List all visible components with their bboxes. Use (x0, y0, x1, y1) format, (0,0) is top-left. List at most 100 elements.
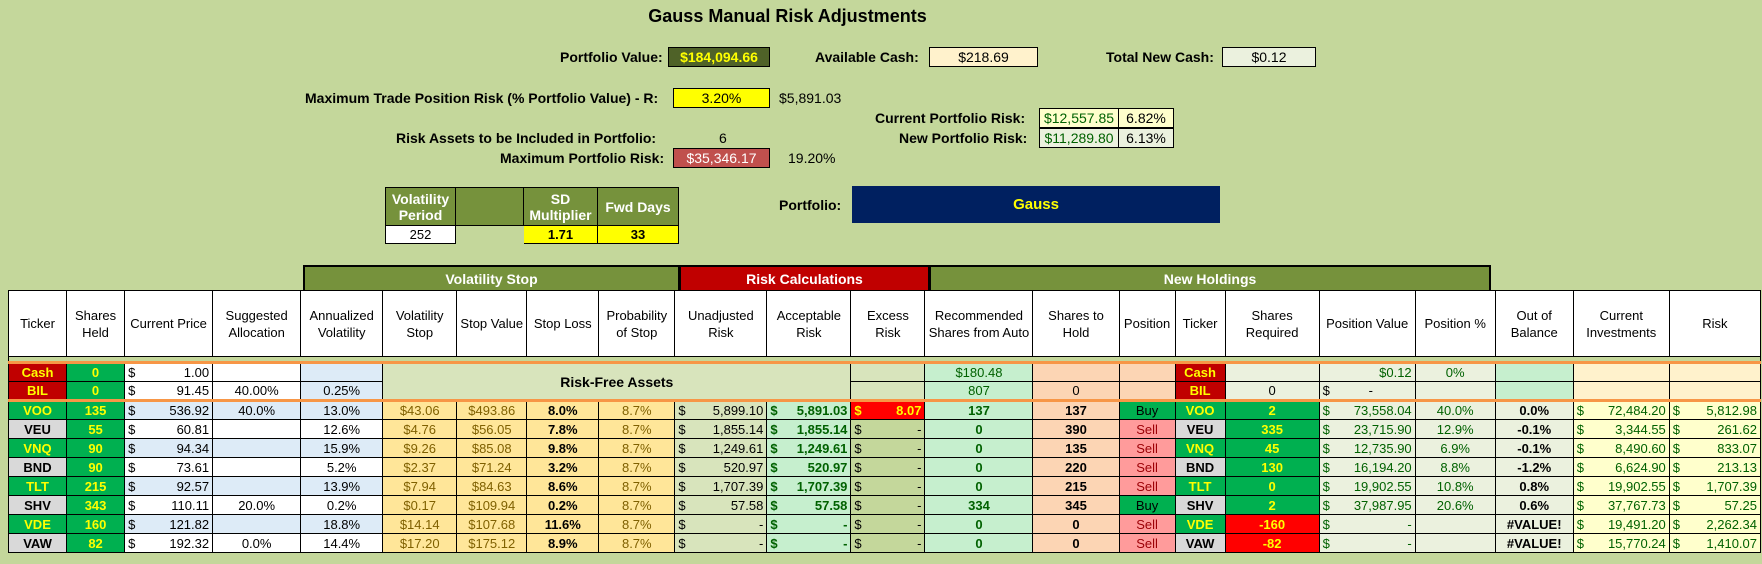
max-trade-risk-pct[interactable]: 3.20% (673, 88, 770, 108)
cell-unadj: $520.97 (674, 457, 768, 477)
header-acceptable-risk[interactable]: Acceptable Risk (766, 290, 852, 357)
cell-vol (300, 362, 384, 382)
cell-alloc[interactable]: 40.0% (212, 400, 302, 420)
cell-hold[interactable]: 390 (1032, 419, 1120, 439)
cell-ticker[interactable]: Cash (7, 362, 68, 382)
cell-hold[interactable]: 135 (1032, 438, 1120, 458)
cell-shares[interactable]: 215 (66, 476, 126, 496)
cell-rec: 0 (924, 533, 1034, 553)
header-out-of-balance[interactable]: Out of Balance (1494, 290, 1574, 357)
cell-cur: $37,767.73 (1572, 495, 1670, 515)
header-stop-value[interactable]: Stop Value (456, 290, 528, 357)
cell-ticker[interactable]: VNQ (7, 438, 68, 458)
cell-shares[interactable]: 55 (66, 419, 126, 439)
cell-price[interactable]: $94.34 (124, 438, 214, 458)
cell-shares[interactable]: 160 (66, 514, 126, 534)
cell-pval: $73,558.04 (1318, 400, 1416, 420)
param-fwd-days[interactable]: 33 (597, 225, 679, 244)
cell-shares[interactable]: 0 (66, 362, 126, 382)
header-risk[interactable]: Risk (1668, 290, 1762, 357)
cell-ticker[interactable]: VOO (7, 400, 68, 420)
cell-price[interactable]: $73.61 (124, 457, 214, 477)
cell-ppct (1414, 381, 1496, 401)
cell-shares[interactable]: 0 (66, 381, 126, 401)
cell-rec: 0 (924, 476, 1034, 496)
header-probability-of-stop[interactable]: Probability of Stop (598, 290, 676, 357)
cell-alloc[interactable] (212, 362, 302, 382)
cell-hold[interactable]: 0 (1032, 381, 1120, 401)
header-suggested-allocation[interactable]: Suggested Allocation (212, 290, 302, 357)
header-annualized-volatility[interactable]: Annualized Volatility (300, 290, 384, 357)
cell-alloc[interactable]: 40.00% (212, 381, 302, 401)
cell-alloc[interactable] (212, 419, 302, 439)
cell-alloc[interactable] (212, 438, 302, 458)
cell-prob: 8.7% (598, 514, 676, 534)
cell-ppct: 20.6% (1414, 495, 1496, 515)
header-current-price[interactable]: Current Price (124, 290, 214, 357)
group-new-holdings: New Holdings (929, 265, 1491, 290)
cell-hold[interactable]: 345 (1032, 495, 1120, 515)
header-current-investments[interactable]: Current Investments (1572, 290, 1670, 357)
cell-price[interactable]: $536.92 (124, 400, 214, 420)
cell-shares[interactable]: 82 (66, 533, 126, 553)
cell-ticker[interactable]: VEU (7, 419, 68, 439)
cell-shares[interactable]: 90 (66, 457, 126, 477)
available-cash[interactable]: $218.69 (929, 47, 1038, 67)
cell-price[interactable]: $121.82 (124, 514, 214, 534)
cell-hold[interactable]: 0 (1032, 514, 1120, 534)
cell-alloc[interactable] (212, 457, 302, 477)
header-volatility-stop[interactable]: Volatility Stop (382, 290, 458, 357)
cell-price[interactable]: $92.57 (124, 476, 214, 496)
header-stop-loss[interactable]: Stop Loss (526, 290, 600, 357)
cell-hold[interactable]: 215 (1032, 476, 1120, 496)
header-unadjusted-risk[interactable]: Unadjusted Risk (674, 290, 768, 357)
cell-ticker[interactable]: VDE (7, 514, 68, 534)
max-trade-risk-amount: $5,891.03 (779, 90, 842, 106)
cell-ticker[interactable]: SHV (7, 495, 68, 515)
header-position-value[interactable]: Position Value (1318, 290, 1416, 357)
portfolio-value[interactable]: $184,094.66 (668, 47, 770, 67)
portfolio-name[interactable]: Gauss (852, 186, 1220, 223)
cell-ticker[interactable]: TLT (7, 476, 68, 496)
cell-ticker[interactable]: BIL (7, 381, 68, 401)
param-volatility-period[interactable]: 252 (385, 225, 456, 244)
cell-alloc[interactable] (212, 514, 302, 534)
cell-price[interactable]: $110.11 (124, 495, 214, 515)
cell-rec: 0 (924, 419, 1034, 439)
header-recommended-shares[interactable]: Recommended Shares from Auto (924, 290, 1034, 357)
cell-alloc[interactable]: 20.0% (212, 495, 302, 515)
header-ticker-2[interactable]: Ticker (1174, 290, 1226, 357)
header-shares-held[interactable]: Shares Held (66, 290, 126, 357)
cell-risk: $1,707.39 (1668, 476, 1762, 496)
total-new-cash[interactable]: $0.12 (1222, 47, 1316, 67)
header-excess-risk[interactable]: Excess Risk (850, 290, 926, 357)
table-row-vaw: VAW 82 $192.32 0.0% 14.4% $17.20 $175.12 8.9% 8.… (7, 533, 1762, 553)
header-position[interactable]: Position (1118, 290, 1176, 357)
header-position-pct[interactable]: Position % (1414, 290, 1496, 357)
cell-ticker[interactable]: VAW (7, 533, 68, 553)
table-row-vde: VDE 160 $121.82 18.8% $14.14 $107.68 11.6% 8.7%… (7, 514, 1762, 534)
cell-hold[interactable]: 0 (1032, 533, 1120, 553)
cell-price[interactable]: $60.81 (124, 419, 214, 439)
cell-hold[interactable]: 137 (1032, 400, 1120, 420)
cell-sval: $85.08 (456, 438, 528, 458)
cell-hold[interactable]: 220 (1032, 457, 1120, 477)
cell-ticker[interactable]: BND (7, 457, 68, 477)
cell-price[interactable]: $91.45 (124, 381, 214, 401)
param-sd-multiplier[interactable]: 1.71 (523, 225, 598, 244)
cell-alloc[interactable]: 0.0% (212, 533, 302, 553)
cell-prob: 8.7% (598, 476, 676, 496)
header-shares-to-hold[interactable]: Shares to Hold (1032, 290, 1120, 357)
cell-shares[interactable]: 90 (66, 438, 126, 458)
cell-shares[interactable]: 135 (66, 400, 126, 420)
cell-shares[interactable]: 343 (66, 495, 126, 515)
cell-vol: 14.4% (300, 533, 384, 553)
header-ticker[interactable]: Ticker (7, 290, 68, 357)
cell-price[interactable]: $192.32 (124, 533, 214, 553)
cell-alloc[interactable] (212, 476, 302, 496)
cell-price[interactable]: $1.00 (124, 362, 214, 382)
header-shares-required[interactable]: Shares Required (1224, 290, 1320, 357)
cell-vstop: $7.94 (382, 476, 458, 496)
cell-accept: $ - (766, 533, 852, 553)
cell-hold[interactable] (1032, 362, 1120, 382)
